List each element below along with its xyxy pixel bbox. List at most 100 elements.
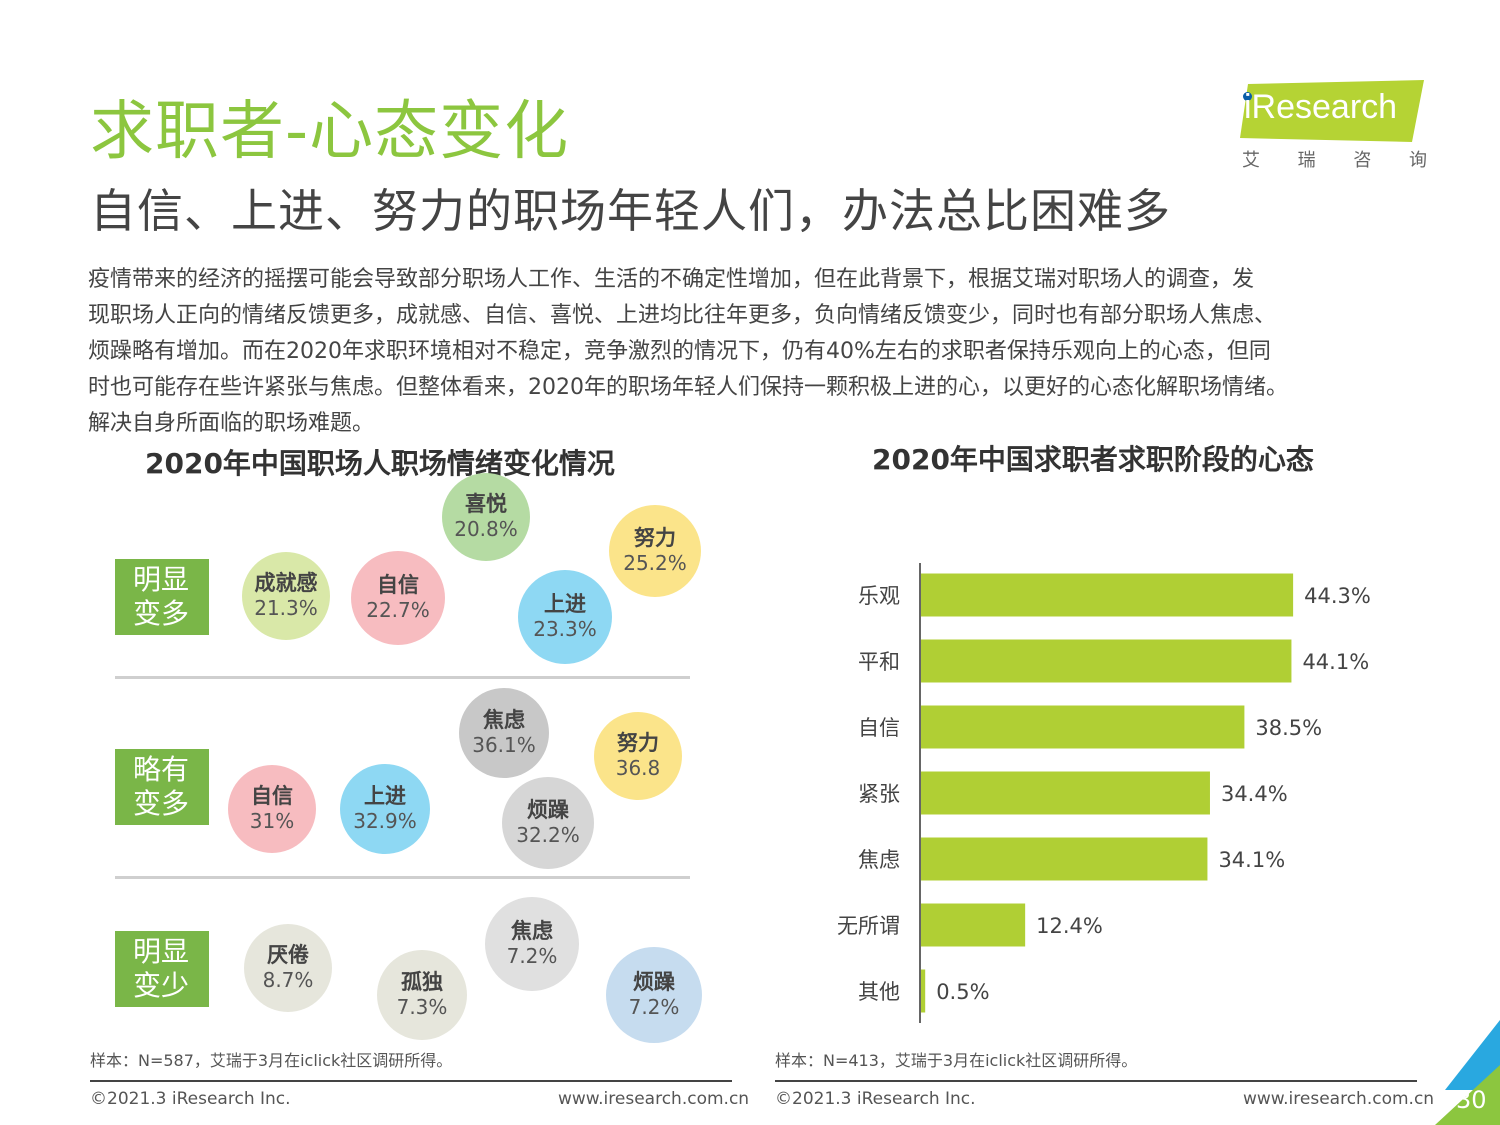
- bubble-value: 23.3%: [533, 617, 597, 641]
- row-label-slight-increase: 略有 变多: [115, 749, 209, 825]
- bar: [921, 771, 1210, 815]
- page-title: 求职者-心态变化: [90, 95, 570, 169]
- category-label: 焦虑: [858, 848, 900, 872]
- bubble-value: 7.2%: [506, 944, 558, 968]
- footer-url: www.iresearch.com.cn: [1243, 1089, 1435, 1109]
- right-sample-note: 样本：N=413，艾瑞于3月在iclick社区调研所得。: [775, 1051, 1138, 1070]
- emotion-bubble: 努力 36.8: [594, 712, 682, 800]
- emotion-bubble: 喜悦 20.8%: [442, 473, 530, 561]
- logo-cn-char: 瑞: [1297, 150, 1316, 171]
- category-label: 无所谓: [837, 914, 900, 938]
- bubble-label: 成就感: [254, 571, 318, 595]
- data-label: 0.5%: [936, 980, 989, 1004]
- bubble-label: 厌倦: [267, 943, 309, 967]
- bubble-value: 20.8%: [454, 517, 518, 541]
- bar: [921, 969, 926, 1013]
- bubble-value: 36.8: [615, 756, 661, 780]
- summary-paragraph: 疫情带来的经济的摇摆可能会导致部分职场人工作、生活的不确定性增加，但在此背景下，…: [88, 262, 1448, 442]
- bubble-label: 上进: [364, 784, 406, 808]
- bubble-label: 喜悦: [465, 492, 507, 516]
- bubble-label: 孤独: [401, 970, 443, 994]
- bubble-value: 32.9%: [353, 809, 417, 833]
- logo-chinese-name: 艾 瑞 咨 询: [1242, 146, 1427, 172]
- footer-divider: [775, 1080, 1417, 1082]
- emotion-bubble: 焦虑 7.2%: [485, 897, 579, 991]
- logo-cn-char: 艾: [1242, 150, 1260, 171]
- bubble-value: 8.7%: [262, 968, 314, 992]
- bubble-label: 焦虑: [483, 708, 525, 732]
- row-label-line: 变少: [133, 969, 190, 1002]
- row-divider: [115, 876, 690, 879]
- data-label: 44.3%: [1304, 584, 1371, 608]
- bubble-value: 22.7%: [366, 598, 430, 622]
- bubble-value: 21.3%: [254, 596, 318, 620]
- logo-dot-icon: [1243, 92, 1252, 101]
- data-label: 34.1%: [1218, 848, 1285, 872]
- bubble-label: 上进: [544, 592, 586, 616]
- bubble-label: 努力: [634, 526, 676, 550]
- row-label-significant-increase: 明显 变多: [115, 559, 209, 635]
- bubble-value: 36.1%: [472, 733, 536, 757]
- right-chart-title: 2020年中国求职者求职阶段的心态: [872, 443, 1314, 476]
- emotion-bubble: 焦虑 36.1%: [459, 688, 549, 778]
- bubble-label: 烦躁: [527, 798, 569, 822]
- category-label: 乐观: [858, 584, 900, 608]
- logo-cn-char: 咨: [1353, 150, 1372, 171]
- bubble-label: 努力: [617, 731, 659, 755]
- footer-url: www.iresearch.com.cn: [558, 1089, 750, 1109]
- bubble-label: 自信: [377, 573, 419, 597]
- bubble-value: 32.2%: [516, 823, 580, 847]
- paragraph-line: 疫情带来的经济的摇摆可能会导致部分职场人工作、生活的不确定性增加，但在此背景下，…: [88, 267, 1255, 292]
- emotion-bubble: 烦躁 7.2%: [606, 947, 702, 1043]
- data-label: 34.4%: [1221, 782, 1288, 806]
- row-label-line: 明显: [133, 563, 190, 596]
- bar: [921, 903, 1026, 947]
- bubble-value: 7.3%: [396, 995, 448, 1019]
- page-number: 30: [1456, 1086, 1487, 1114]
- left-chart-title: 2020年中国职场人职场情绪变化情况: [145, 447, 615, 480]
- category-label: 自信: [858, 716, 900, 740]
- data-label: 12.4%: [1036, 914, 1103, 938]
- bubble-label: 自信: [251, 784, 293, 808]
- bar: [921, 573, 1294, 617]
- left-sample-note: 样本：N=587，艾瑞于3月在iclick社区调研所得。: [90, 1051, 453, 1070]
- bubble-label: 烦躁: [633, 970, 675, 994]
- mindset-bar-chart: 乐观 44.3% 平和 44.1% 自信 38.5% 紧张 34.4% 焦虑 34.1% 无所谓 12…: [837, 563, 1371, 1023]
- emotion-bubble: 上进 23.3%: [518, 570, 612, 664]
- paragraph-line: 烦躁略有增加。而在2020年求职环境相对不稳定，竞争激烈的情况下，仍有40%左右…: [88, 339, 1271, 364]
- paragraph-line: 解决自身所面临的职场难题。: [88, 411, 375, 436]
- emotion-bubble: 自信 31%: [228, 765, 316, 853]
- footer-copyright: ©2021.3 iResearch Inc.: [775, 1089, 976, 1109]
- row-label-line: 明显: [133, 935, 190, 968]
- row-label-significant-decrease: 明显 变少: [115, 931, 209, 1007]
- iresearch-logo: [1240, 80, 1424, 142]
- bar: [921, 837, 1208, 881]
- emotion-bubble: 成就感 21.3%: [242, 552, 330, 640]
- paragraph-line: 时也可能存在些许紧张与焦虑。但整体看来，2020年的职场年轻人们保持一颗积极上进…: [88, 375, 1288, 400]
- logo-text: iResearch: [1244, 88, 1398, 126]
- category-label: 其他: [858, 980, 900, 1004]
- footer-copyright: ©2021.3 iResearch Inc.: [90, 1089, 291, 1109]
- bubble-value: 25.2%: [623, 551, 687, 575]
- bubble-value: 31%: [249, 809, 295, 833]
- category-label: 紧张: [858, 782, 900, 806]
- footer-divider: [90, 1080, 732, 1082]
- emotion-bubble: 厌倦 8.7%: [244, 924, 332, 1012]
- emotion-bubble: 上进 32.9%: [340, 764, 430, 854]
- bubble-label: 焦虑: [511, 919, 553, 943]
- emotion-bubble: 自信 22.7%: [351, 551, 445, 645]
- data-label: 44.1%: [1302, 650, 1369, 674]
- data-label: 38.5%: [1255, 716, 1322, 740]
- row-label-line: 变多: [133, 597, 190, 630]
- bar: [921, 705, 1245, 749]
- paragraph-line: 现职场人正向的情绪反馈更多，成就感、自信、喜悦、上进均比往年更多，负向情绪反馈变…: [88, 303, 1277, 328]
- emotion-bubble: 烦躁 32.2%: [502, 777, 594, 869]
- page-subtitle: 自信、上进、努力的职场年轻人们，办法总比困难多: [90, 184, 1171, 238]
- emotion-bubble: 孤独 7.3%: [377, 950, 467, 1040]
- row-label-line: 变多: [133, 787, 190, 820]
- row-divider: [115, 676, 690, 679]
- category-label: 平和: [858, 650, 900, 674]
- bubble-value: 7.2%: [628, 995, 680, 1019]
- emotion-bubble: 努力 25.2%: [609, 505, 701, 597]
- logo-cn-char: 询: [1408, 150, 1427, 171]
